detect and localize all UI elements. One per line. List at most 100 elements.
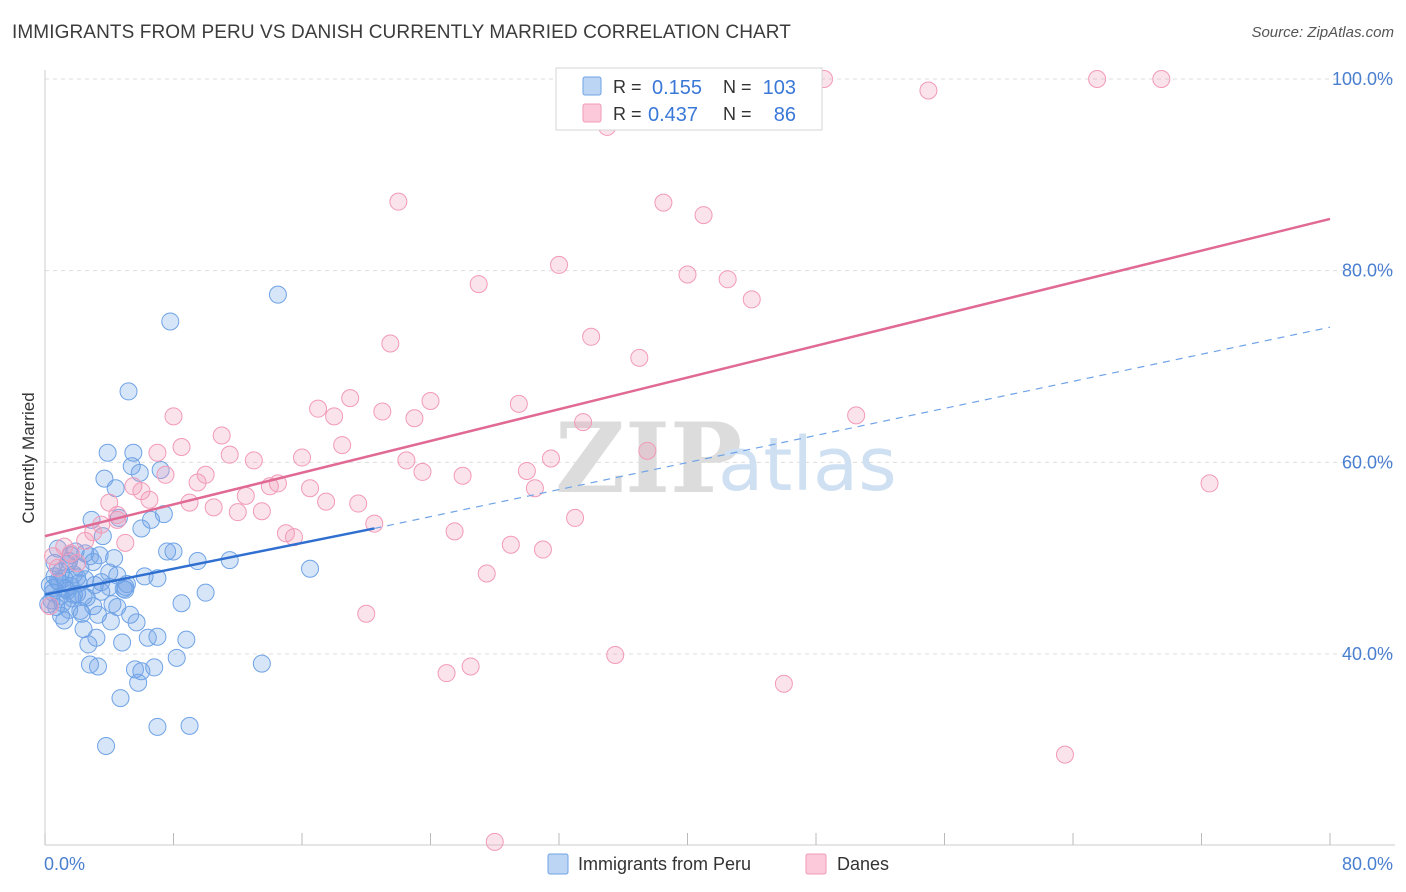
legend-swatch-danes <box>805 853 827 875</box>
danes-point <box>236 486 255 505</box>
x-tick-label-min: 0.0% <box>44 854 85 874</box>
danes-point <box>68 553 87 572</box>
danes-point <box>48 558 67 577</box>
y-axis-label: Currently Married <box>19 392 38 523</box>
danes-point <box>718 270 737 289</box>
y-tick-label: 80.0% <box>1342 261 1393 281</box>
danes-point <box>566 508 585 527</box>
peru-point <box>177 630 196 649</box>
peru-point <box>196 583 215 602</box>
danes-point <box>525 479 544 498</box>
peru-point <box>55 611 74 630</box>
gridlines <box>45 78 1395 655</box>
peru-point <box>148 717 167 736</box>
peru-point <box>90 546 109 565</box>
danes-point <box>509 394 528 413</box>
peru-point <box>220 551 239 570</box>
peru-point <box>64 565 83 584</box>
peru-trend-line <box>44 527 375 596</box>
peru-point <box>98 443 117 462</box>
danes-point <box>774 674 793 693</box>
peru-point <box>45 553 64 572</box>
danes-point <box>919 81 938 100</box>
danes-point <box>654 193 673 212</box>
legend-label-danes: Danes <box>837 854 889 874</box>
y-tick-label: 100.0% <box>1332 69 1393 89</box>
peru-point <box>172 594 191 613</box>
watermark: ZIP atlas <box>555 402 897 515</box>
peru-point <box>119 382 138 401</box>
peru-point <box>89 657 108 676</box>
peru-point <box>151 461 170 479</box>
x-tick-label-max: 80.0% <box>1342 854 1393 874</box>
danes-point <box>148 443 167 462</box>
danes-point <box>847 406 866 425</box>
danes-point <box>501 535 520 554</box>
danes-point <box>40 597 59 616</box>
danes-point <box>469 275 488 294</box>
danes-point <box>533 540 552 559</box>
danes-point <box>742 290 761 309</box>
danes-point <box>678 265 697 284</box>
axes <box>44 70 1395 846</box>
danes-point <box>309 399 328 418</box>
danes-point <box>172 438 191 456</box>
danes-point <box>116 533 135 552</box>
peru-point <box>111 689 130 708</box>
danes-point <box>381 334 400 353</box>
danes-point <box>293 448 311 467</box>
danes-point <box>437 664 456 683</box>
peru-point <box>100 563 119 582</box>
peru-point <box>301 559 320 578</box>
watermark-atlas: atlas <box>718 422 897 508</box>
danes-point <box>421 392 440 410</box>
peru-trend-extension <box>374 326 1331 530</box>
danes-point <box>317 492 336 511</box>
danes-point <box>1152 70 1171 88</box>
danes-point <box>349 494 368 513</box>
legend-swatch-peru <box>547 853 569 875</box>
series-legend: Immigrants from Peru Danes <box>547 853 889 875</box>
peru-r-label: R = <box>613 77 642 97</box>
danes-point <box>630 348 649 367</box>
chart-title: IMMIGRANTS FROM PERU VS DANISH CURRENTLY… <box>12 22 791 43</box>
trend-lines <box>44 217 1331 596</box>
peru-point <box>71 601 90 620</box>
danes-point <box>582 327 601 346</box>
danes-point <box>445 522 464 541</box>
danes-point <box>244 451 263 470</box>
peru-point <box>164 542 183 561</box>
peru-point <box>180 716 199 735</box>
danes-r-label: R = <box>613 104 642 124</box>
peru-point <box>129 673 148 692</box>
peru-point <box>132 662 151 681</box>
danes-n-value: 86 <box>774 104 796 126</box>
danes-point <box>373 402 392 421</box>
danes-point <box>485 832 504 851</box>
danes-n-label: N = <box>723 104 752 124</box>
peru-point <box>127 613 146 632</box>
peru-point <box>116 580 135 599</box>
danes-point <box>1088 70 1107 88</box>
peru-n-value: 103 <box>763 77 796 99</box>
danes-point <box>517 461 536 480</box>
peru-point <box>124 443 143 462</box>
danes-point <box>606 645 625 664</box>
peru-point <box>93 527 112 546</box>
danes-point <box>212 426 231 445</box>
danes-point <box>541 449 560 468</box>
peru-point <box>125 660 144 679</box>
danes-point <box>341 389 360 408</box>
danes-point <box>333 436 352 455</box>
peru-point <box>97 737 116 755</box>
danes-point <box>156 465 175 484</box>
peru-point <box>148 627 167 646</box>
danes-point <box>453 466 472 485</box>
peru-point <box>87 628 106 647</box>
series-peru-points <box>39 285 320 755</box>
danes-point <box>694 206 713 225</box>
peru-point <box>113 633 132 652</box>
danes-point <box>252 502 271 521</box>
series-danes-points <box>40 70 1219 851</box>
